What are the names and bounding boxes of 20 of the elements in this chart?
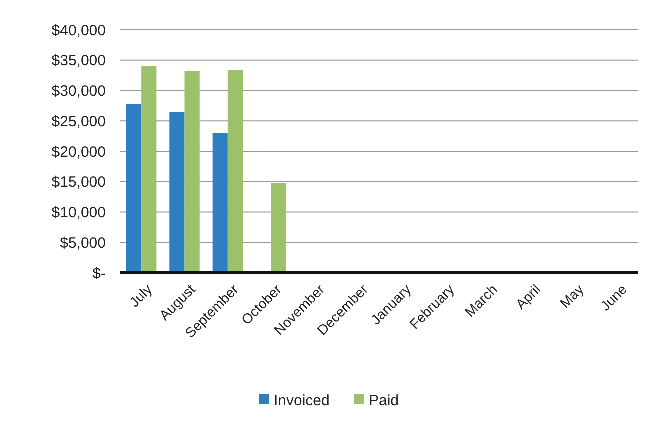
bar [212,133,228,273]
bar [184,71,200,273]
bar [271,183,286,273]
y-tick-label: $- [92,265,106,282]
y-tick-label: $10,000 [52,204,106,222]
y-tick-label: $40,000 [52,22,106,40]
y-tick-label: $15,000 [52,174,106,192]
legend-label: Paid [369,392,400,410]
bar [126,104,142,273]
bar [170,112,185,273]
legend-label: Invoiced [274,392,330,410]
x-tick-label: May [556,281,587,312]
x-tick-label: July [126,281,156,310]
y-tick-label: $20,000 [52,144,106,161]
bar [228,70,244,273]
bar [142,66,157,273]
y-tick-label: $25,000 [52,113,106,130]
y-tick-label: $35,000 [52,52,106,70]
y-tick-label: $30,000 [52,83,106,100]
y-tick-label: $5,000 [60,234,106,252]
